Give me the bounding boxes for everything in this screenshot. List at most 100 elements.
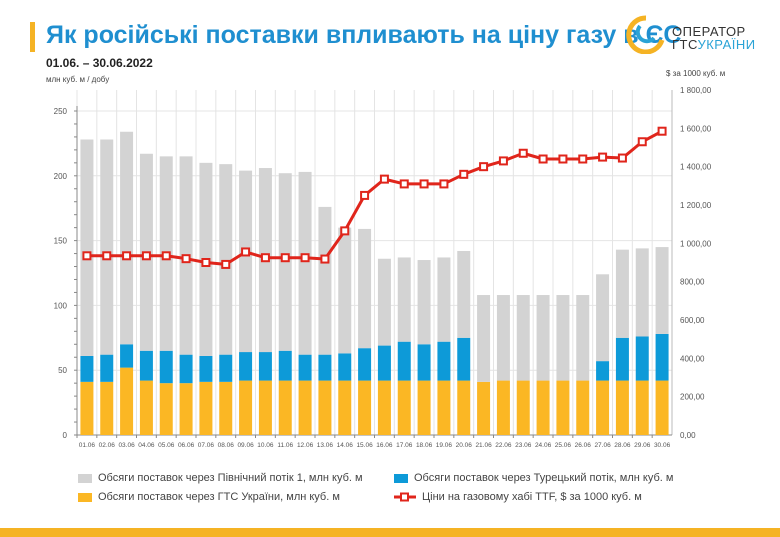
x-tick-label: 18.06 xyxy=(416,442,433,449)
x-tick-label: 07.06 xyxy=(198,442,215,449)
bar-gts xyxy=(139,380,153,435)
right-tick-label: 600,00 xyxy=(680,316,705,325)
bar-nord xyxy=(298,171,312,355)
bar-nord xyxy=(536,295,550,381)
x-tick-label: 02.06 xyxy=(99,442,116,449)
bar-gts xyxy=(179,383,193,435)
right-tick-label: 1 400,00 xyxy=(680,163,712,172)
x-tick-label: 09.06 xyxy=(237,442,254,449)
price-marker xyxy=(479,162,489,172)
bar-nord xyxy=(239,170,253,353)
bar-gts xyxy=(556,380,570,435)
x-tick-label: 30.06 xyxy=(654,442,671,449)
x-tick-label: 01.06 xyxy=(79,442,96,449)
price-marker xyxy=(459,169,469,179)
price-marker xyxy=(598,152,608,162)
bar-nord xyxy=(496,295,510,381)
bar-gts xyxy=(576,380,590,435)
bar-gts xyxy=(457,380,471,435)
x-tick-label: 24.06 xyxy=(535,442,552,449)
bar-gts xyxy=(358,380,372,435)
x-tick-label: 20.06 xyxy=(456,442,473,449)
bar-gts xyxy=(477,381,491,435)
x-tick-label: 13.06 xyxy=(317,442,334,449)
logo-text: ОПЕРАТОР ГТСУКРАЇНИ xyxy=(672,25,756,51)
bar-turk xyxy=(278,350,292,381)
logo-line2b: УКРАЇНИ xyxy=(697,37,756,52)
bar-turk xyxy=(635,336,649,381)
bar-gts xyxy=(219,381,233,435)
bar-gts xyxy=(159,383,173,435)
price-marker xyxy=(498,156,508,166)
bar-gts xyxy=(258,380,272,435)
bar-turk xyxy=(298,354,312,381)
bar-turk xyxy=(179,354,193,384)
left-tick-label: 250 xyxy=(54,107,68,116)
price-marker xyxy=(578,154,588,164)
price-marker xyxy=(260,253,270,263)
price-marker xyxy=(102,251,112,261)
bar-turk xyxy=(358,348,372,381)
bar-nord xyxy=(576,295,590,381)
title-accent-bar xyxy=(30,22,35,52)
bar-gts xyxy=(397,380,411,435)
bar-turk xyxy=(338,353,352,381)
legend-turk: Обсяги поставок через Турецький потік, м… xyxy=(394,472,673,484)
logo-line1: ОПЕРАТОР xyxy=(672,24,746,39)
x-tick-label: 04.06 xyxy=(138,442,155,449)
left-tick-label: 200 xyxy=(54,172,68,181)
bar-nord xyxy=(516,295,530,381)
price-marker xyxy=(161,251,171,261)
bar-gts xyxy=(278,380,292,435)
price-marker xyxy=(201,258,211,267)
right-tick-label: 400,00 xyxy=(680,354,705,363)
price-marker xyxy=(241,247,251,257)
left-axis-unit: млн куб. м / добу xyxy=(46,75,110,84)
price-marker xyxy=(399,179,409,189)
bar-gts xyxy=(80,381,94,435)
bar-nord xyxy=(635,248,649,337)
bar-turk xyxy=(437,341,451,381)
bar-gts xyxy=(516,380,530,435)
logo-icon xyxy=(626,15,665,54)
price-marker xyxy=(141,251,151,261)
bar-gts xyxy=(417,380,431,435)
bar-gts xyxy=(655,380,669,435)
price-marker xyxy=(340,226,350,236)
price-marker xyxy=(181,254,191,264)
legend-gts: Обсяги поставок через ГТС України, млн к… xyxy=(78,491,340,503)
legend-nord: Обсяги поставок через Північний потік 1,… xyxy=(78,472,363,484)
bar-turk xyxy=(457,337,471,381)
legend-label-nord: Обсяги поставок через Північний потік 1,… xyxy=(98,472,363,484)
x-tick-label: 08.06 xyxy=(218,442,235,449)
right-axis-unit: $ за 1000 куб. м xyxy=(666,69,726,78)
page-title: Як російські поставки впливають на ціну … xyxy=(46,21,682,49)
bar-nord xyxy=(397,257,411,342)
x-tick-label: 16.06 xyxy=(376,442,393,449)
bar-nord xyxy=(318,206,332,355)
bar-gts xyxy=(338,380,352,435)
bottom-band xyxy=(0,528,780,537)
legend-swatch-turk xyxy=(394,473,408,483)
x-tick-label: 19.06 xyxy=(436,442,453,449)
bar-gts xyxy=(318,380,332,435)
bar-gts xyxy=(377,380,391,435)
legend-swatch-gts xyxy=(78,492,92,502)
x-tick-label: 14.06 xyxy=(337,442,354,449)
price-marker xyxy=(122,251,132,261)
bar-turk xyxy=(397,341,411,381)
x-tick-label: 23.06 xyxy=(515,442,532,449)
x-tick-label: 03.06 xyxy=(118,442,135,449)
x-tick-label: 17.06 xyxy=(396,442,413,449)
right-tick-label: 1 200,00 xyxy=(680,201,712,210)
legend-label-turk: Обсяги поставок через Турецький потік, м… xyxy=(414,472,674,484)
right-tick-label: 1 600,00 xyxy=(680,124,712,133)
legend-swatch-nord xyxy=(78,473,92,483)
price-marker xyxy=(518,148,528,158)
bar-turk xyxy=(417,344,431,381)
bar-nord xyxy=(417,260,431,345)
bar-turk xyxy=(219,354,233,382)
bar-nord xyxy=(338,227,352,354)
bar-turk xyxy=(239,352,253,381)
